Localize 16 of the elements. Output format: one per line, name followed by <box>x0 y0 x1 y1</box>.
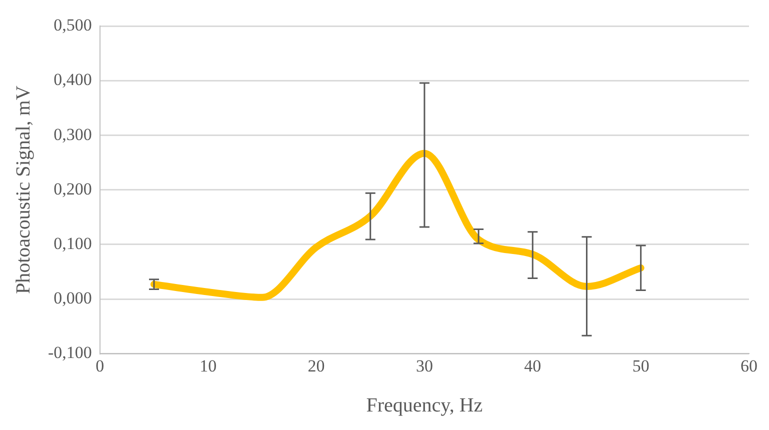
y-tick-label: 0,400 <box>54 70 92 90</box>
y-tick-label: 0,000 <box>54 288 92 308</box>
x-tick-label: 10 <box>200 356 217 376</box>
y-tick-label: 0,300 <box>54 124 92 144</box>
y-tick-label: 0,200 <box>54 179 92 198</box>
y-tick-label: -0,100 <box>48 343 92 362</box>
y-tick-label: 0,100 <box>54 234 92 253</box>
x-tick-label: 30 <box>416 356 433 376</box>
x-tick-label: 40 <box>524 356 542 376</box>
x-tick-label: 20 <box>308 356 325 376</box>
x-tick-label: 60 <box>740 356 758 376</box>
x-axis-title: Frequency, Hz <box>366 394 483 416</box>
x-tick-label: 0 <box>96 356 104 376</box>
y-axis-title: Photoacoustic Signal, mV <box>12 85 34 294</box>
y-tick-label: 0,500 <box>54 16 92 35</box>
x-tick-label: 50 <box>632 356 650 376</box>
